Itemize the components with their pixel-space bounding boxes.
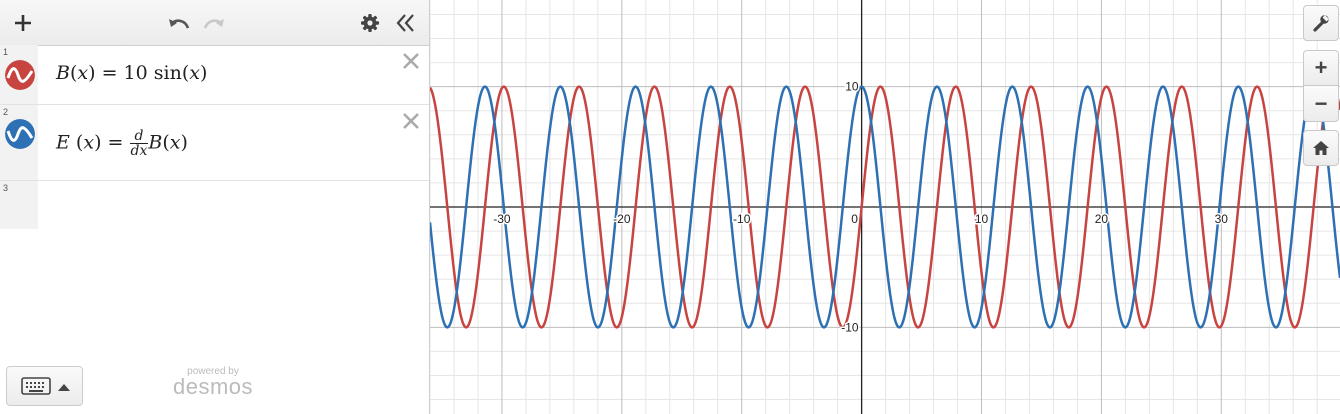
x-tick-label: 20 (1095, 212, 1109, 226)
plus-icon: + (1314, 55, 1328, 80)
delete-expression-1-button[interactable] (401, 51, 421, 71)
graph-settings-button[interactable] (1303, 5, 1339, 41)
settings-button[interactable] (356, 0, 384, 45)
minus-icon: − (1314, 90, 1328, 116)
powered-by-desmos[interactable]: powered by desmos (173, 366, 254, 399)
curve-e-cosine[interactable] (430, 85, 1340, 329)
add-expression-button[interactable] (8, 0, 38, 45)
expression-row-1[interactable]: 1 B(x) = 10 sin(x) (0, 45, 429, 105)
y-tick-label: -10 (841, 320, 859, 334)
expression-index: 2 (3, 107, 9, 117)
expression-1-math[interactable]: B(x) = 10 sin(x) (56, 62, 208, 84)
redo-icon (203, 18, 224, 29)
double-chevron-left-icon (396, 13, 414, 32)
x-tick-label: -30 (493, 212, 511, 226)
cosine-graph-color-icon[interactable] (5, 119, 35, 149)
wrench-icon (1313, 15, 1329, 32)
undo-icon (169, 18, 190, 29)
plus-icon (15, 14, 31, 31)
x-tick-label: 0 (851, 212, 858, 226)
delete-expression-2-button[interactable] (401, 111, 421, 131)
collapse-panel-button[interactable] (392, 0, 420, 45)
sine-graph-color-icon[interactable] (5, 60, 35, 90)
keyboard-toggle-button[interactable] (6, 366, 83, 406)
expression-toolbar (0, 0, 429, 46)
x-tick-label: 30 (1215, 212, 1229, 226)
expression-index: 3 (3, 183, 9, 193)
expression-gutter: 3 (0, 181, 38, 229)
expression-2-math[interactable]: E (x) = d dx B(x) (56, 128, 188, 159)
curve-b-sine[interactable] (430, 85, 1340, 329)
x-tick-label: 10 (975, 212, 989, 226)
zoom-in-button[interactable]: + (1303, 50, 1339, 86)
x-tick-label: -10 (733, 212, 751, 226)
graph-paper[interactable]: -30 -20 -10 0 10 20 30 10 -10 (430, 0, 1340, 414)
default-viewport-button[interactable] (1303, 130, 1339, 166)
y-tick-label: 10 (845, 80, 859, 94)
home-icon (1313, 141, 1329, 155)
redo-button[interactable] (200, 0, 228, 45)
expression-index: 1 (3, 47, 9, 57)
caret-up-icon (58, 384, 70, 391)
x-tick-label: -20 (613, 212, 631, 226)
undo-button[interactable] (165, 0, 193, 45)
x-tick-labels: -30 -20 -10 0 10 20 30 (492, 211, 1230, 228)
expression-row-3[interactable]: 3 (0, 181, 429, 229)
desmos-logo: desmos (173, 374, 254, 399)
y-tick-labels: 10 -10 (840, 78, 861, 336)
expression-panel: 1 B(x) = 10 sin(x) 2 E (x) = d dx B(x) (0, 0, 430, 414)
expression-row-2[interactable]: 2 E (x) = d dx B(x) (0, 105, 429, 181)
gear-icon (361, 13, 379, 32)
keyboard-icon (21, 377, 51, 395)
zoom-out-button[interactable]: − (1303, 86, 1339, 122)
